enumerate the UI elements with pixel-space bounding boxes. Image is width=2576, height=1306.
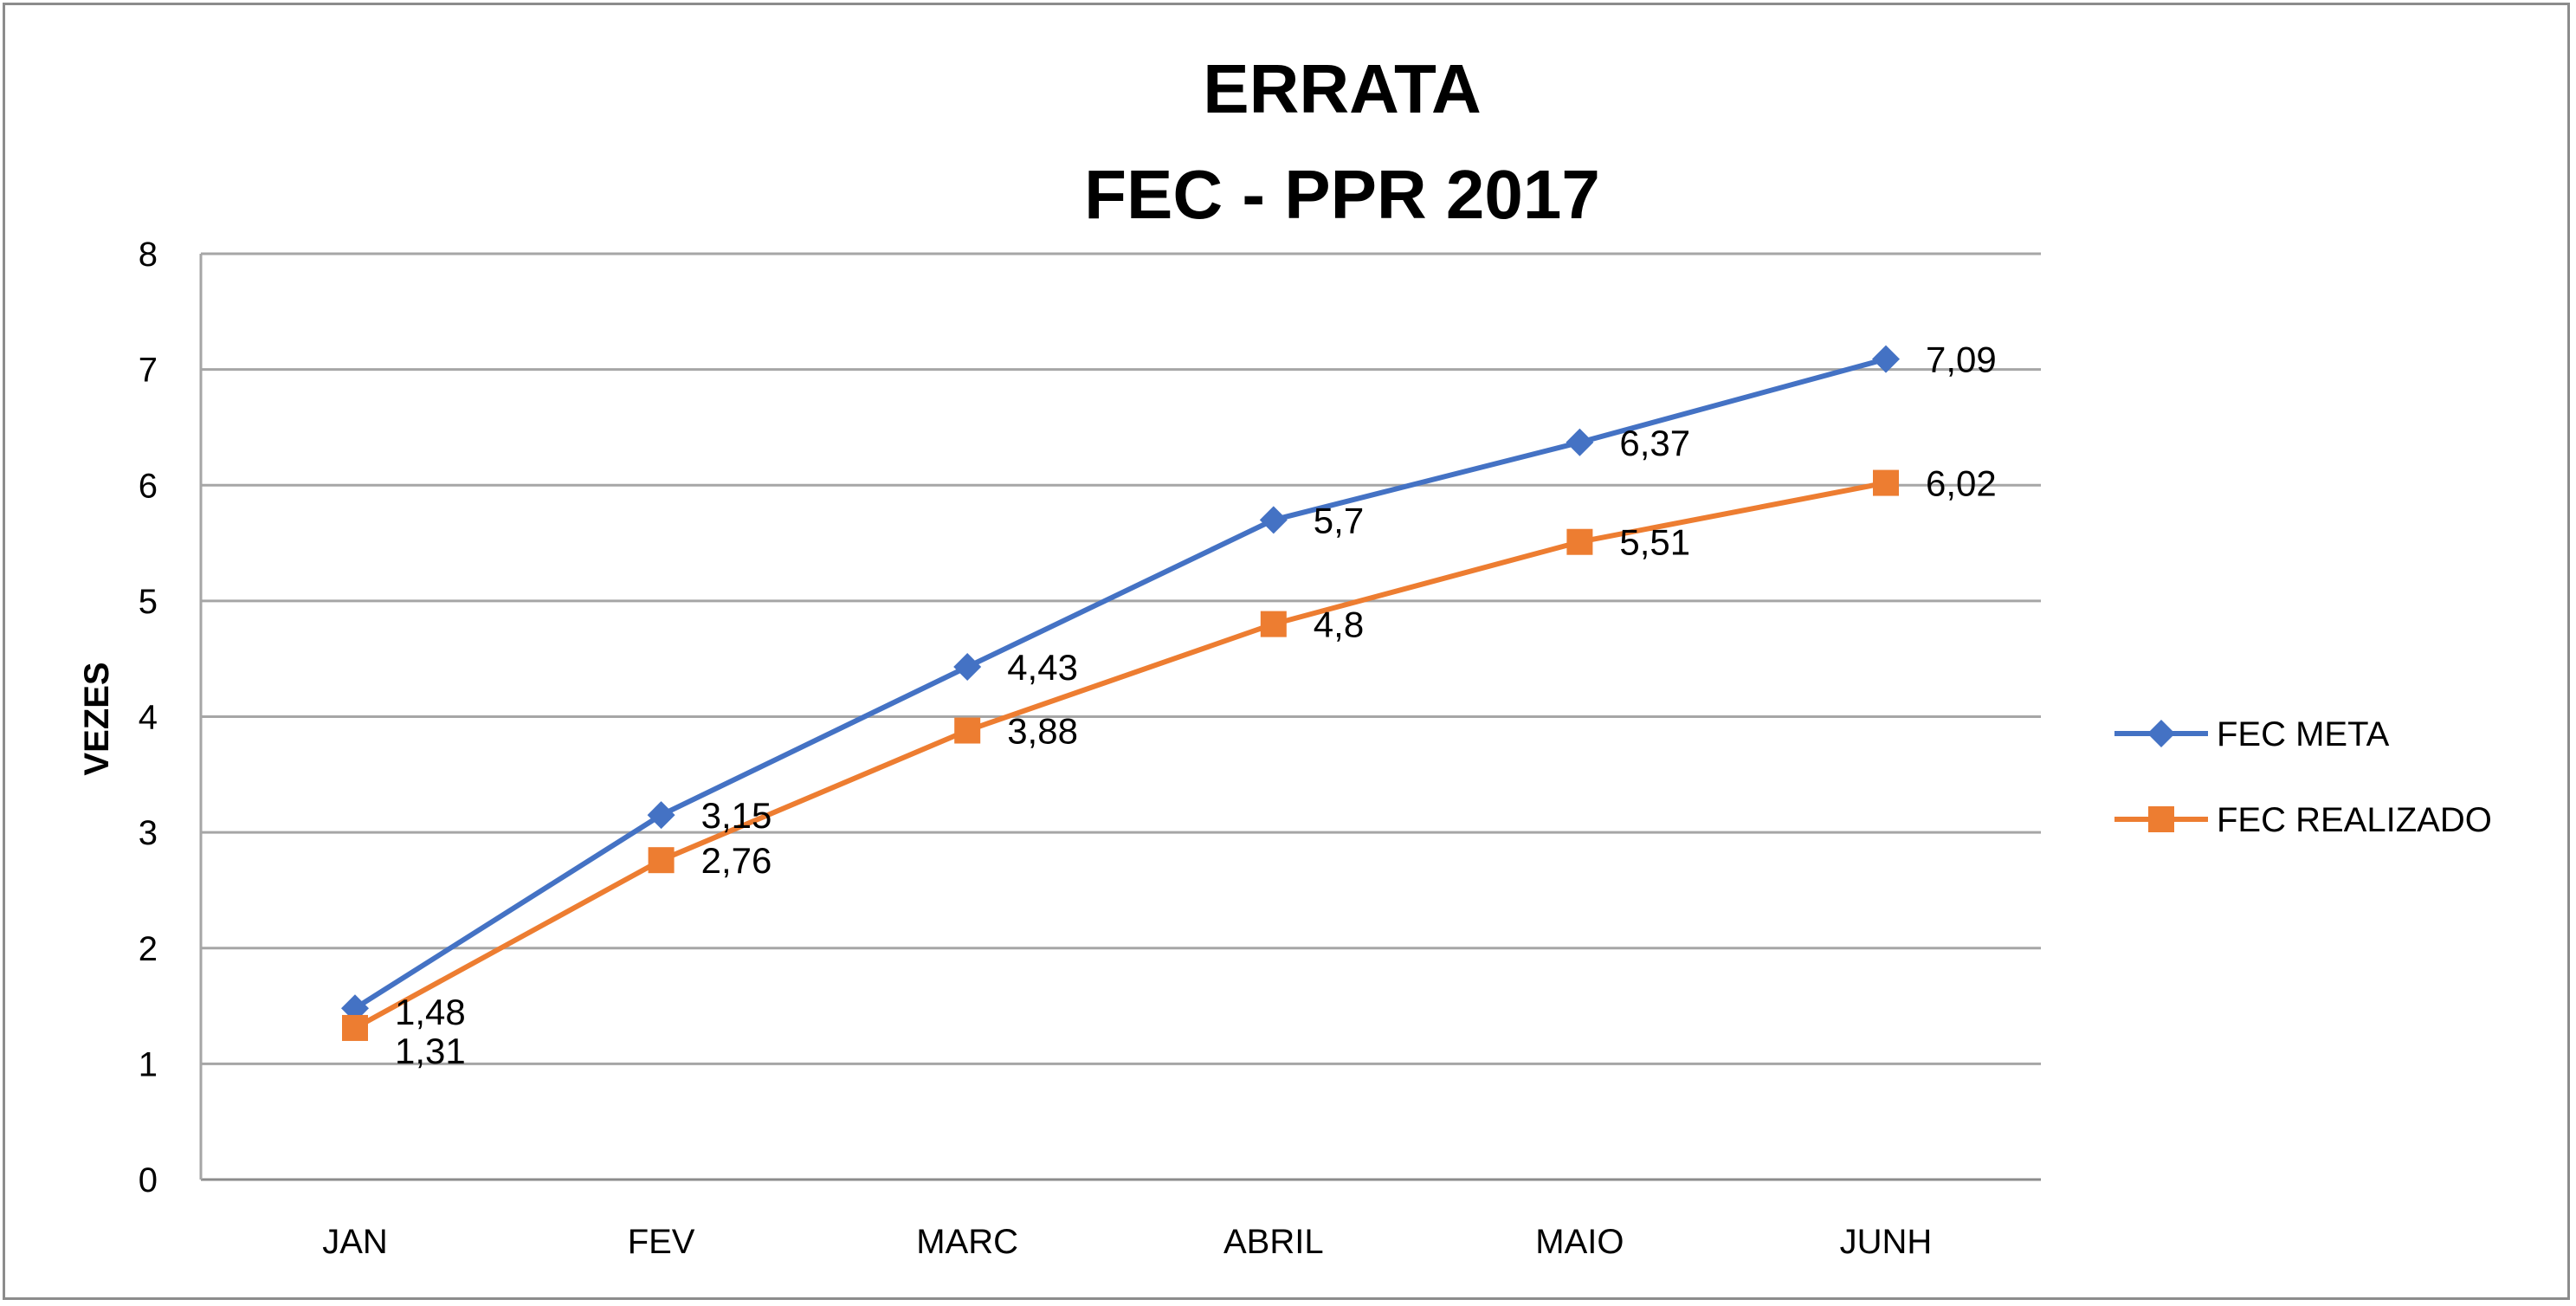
y-tick-label: 4 — [139, 699, 158, 737]
y-axis-label: VEZES — [78, 662, 116, 775]
y-tick-label: 0 — [139, 1161, 158, 1199]
y-tick-label: 3 — [139, 814, 158, 852]
y-tick-label: 8 — [139, 236, 158, 274]
x-tick-label: MAIO — [1535, 1223, 1624, 1261]
data-point — [1566, 428, 1594, 456]
data-point — [647, 801, 675, 830]
chart-frame — [3, 3, 2570, 1300]
data-label: 1,31 — [395, 1031, 466, 1071]
data-label: 5,51 — [1619, 522, 1690, 563]
legend-label: FEC REALIZADO — [2217, 801, 2492, 839]
y-tick-label: 1 — [139, 1045, 158, 1083]
data-labels: 1,48 3,15 4,43 5,7 6,37 7,09 1,31 2,76 3,88 4,8 5,… — [395, 339, 1997, 1071]
data-label: 1,48 — [395, 992, 466, 1032]
data-label: 7,09 — [1926, 339, 1997, 380]
legend: FEC META FEC REALIZADO — [2114, 715, 2492, 839]
data-point — [953, 653, 982, 682]
data-label: 6,37 — [1619, 423, 1690, 463]
data-label: 4,43 — [1007, 647, 1078, 688]
data-point — [1566, 528, 1593, 555]
data-point — [342, 1014, 368, 1041]
chart-title: ERRATA FEC - PPR 2017 — [1084, 50, 1600, 233]
x-tick-label: MARC — [916, 1223, 1018, 1261]
data-point — [1259, 506, 1288, 534]
chart-title-line-1: ERRATA — [1203, 50, 1481, 127]
x-tick-label: JAN — [322, 1223, 388, 1261]
data-point — [1873, 469, 1899, 496]
y-tick-label: 5 — [139, 583, 158, 621]
y-tick-label: 2 — [139, 930, 158, 968]
x-tick-label: ABRIL — [1223, 1223, 1324, 1261]
legend-marker — [2148, 806, 2174, 832]
data-label: 5,7 — [1314, 500, 1364, 540]
data-point — [1872, 345, 1900, 373]
data-point — [954, 717, 981, 744]
data-label: 4,8 — [1314, 605, 1364, 645]
y-axis-ticks: 0 1 2 3 4 5 6 7 8 — [139, 236, 158, 1199]
data-label: 6,02 — [1926, 463, 1997, 504]
data-point — [648, 847, 675, 874]
x-tick-label: JUNH — [1840, 1223, 1933, 1261]
x-tick-label: FEV — [628, 1223, 695, 1261]
y-tick-label: 6 — [139, 467, 158, 505]
series-lines — [341, 345, 1900, 1041]
legend-marker — [2147, 720, 2175, 747]
series-line — [352, 480, 1888, 1031]
legend-label: FEC META — [2217, 715, 2390, 753]
data-label: 3,88 — [1007, 711, 1078, 752]
x-axis-ticks: JAN FEV MARC ABRIL MAIO JUNH — [322, 1223, 1932, 1261]
y-tick-label: 7 — [139, 352, 158, 390]
data-label: 3,15 — [701, 795, 772, 836]
data-label: 2,76 — [701, 840, 772, 881]
series-line — [352, 356, 1888, 1012]
data-point — [1260, 611, 1287, 637]
chart-title-line-2: FEC - PPR 2017 — [1084, 156, 1600, 233]
gridlines — [199, 252, 2041, 1181]
